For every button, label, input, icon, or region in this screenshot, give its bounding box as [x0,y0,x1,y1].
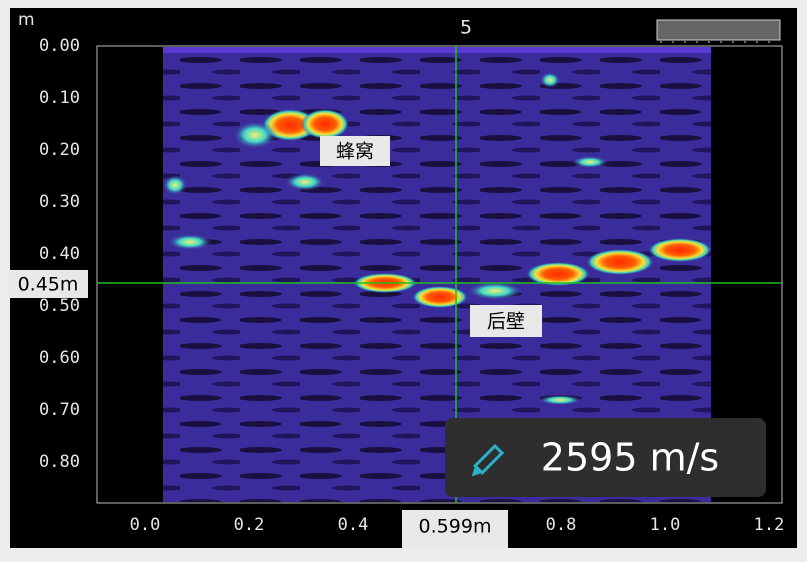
y-tick-label: 0.40 [39,244,80,264]
velocity-value: 2595 m/s [541,436,719,480]
y-tick-label: 0.30 [39,192,80,212]
annotation-box [470,305,542,337]
x-tick-label: 0.8 [546,515,577,535]
cursor-x-box [402,510,508,548]
scale-bar [656,19,781,43]
velocity-panel[interactable]: 2595 m/s [445,418,766,497]
x-tick-label: 0.4 [338,515,369,535]
edit-icon[interactable] [468,443,505,480]
cursor-y-box [8,270,88,298]
y-tick-label: 0.20 [39,140,80,160]
annotation-box [320,136,390,166]
y-tick-label: 0.50 [39,296,80,316]
annotation: 蜂窝 [336,141,374,163]
cursor-y-label: 0.45m [18,274,79,296]
x-tick-label: 0.0 [130,515,161,535]
y-tick-label: 0.70 [39,400,80,420]
y-tick-label: 0.80 [39,452,80,472]
cursor-x-label: 0.599m [419,516,492,538]
x-tick-label: 0.2 [234,515,265,535]
y-tick-label: 0.00 [39,36,80,56]
velocity-box[interactable] [445,418,766,497]
unit-label: m [18,10,35,30]
trace-label: 5 [460,17,472,39]
y-tick-label: 0.60 [39,348,80,368]
x-tick-label: 1.2 [754,515,785,535]
x-tick-label: 1.0 [650,515,681,535]
y-tick-label: 0.10 [39,88,80,108]
annotation: 后壁 [487,311,525,333]
